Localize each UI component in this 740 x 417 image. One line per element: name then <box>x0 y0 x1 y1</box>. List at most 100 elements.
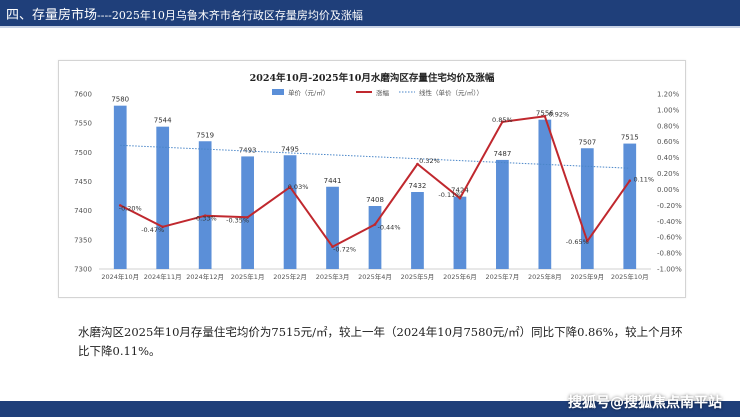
change-point <box>288 185 292 189</box>
bar <box>623 143 637 269</box>
bar-value-label: 7424 <box>451 187 469 195</box>
y-left-tick-label: 7300 <box>74 266 92 274</box>
footer-bar <box>0 401 740 417</box>
change-value-label: 0.92% <box>549 110 570 118</box>
bar-value-label: 7432 <box>409 182 427 190</box>
change-point <box>246 215 249 219</box>
page-title-subtitle: ----2025年10月乌鲁木齐市各行政区存量房均价及涨幅 <box>97 9 363 22</box>
bar-value-label: 7507 <box>578 138 596 146</box>
change-point <box>373 223 377 226</box>
header-divider <box>0 26 740 28</box>
change-point <box>331 245 334 249</box>
y-right-tick-label: 0.40% <box>657 154 680 162</box>
x-tick-label: 2025年5月 <box>401 272 435 281</box>
y-left-tick-label: 7600 <box>74 91 92 99</box>
change-point <box>416 162 419 166</box>
x-tick-label: 2025年2月 <box>273 272 307 281</box>
y-right-tick-label: 1.20% <box>657 91 680 99</box>
trend-line <box>120 144 630 169</box>
chart-frame: 2024年10月-2025年10月水磨沟区存量住宅均价及涨幅单价（元/㎡） 涨幅 线… <box>58 60 686 298</box>
y-left-tick-label: 7400 <box>74 207 92 215</box>
y-right-tick-label: -0.40% <box>657 218 682 226</box>
x-tick-label: 2025年10月 <box>611 272 649 281</box>
bar-value-label: 7519 <box>196 131 214 139</box>
bar <box>580 148 594 269</box>
bar-value-label: 7487 <box>493 150 511 158</box>
y-left-tick-label: 7450 <box>74 178 92 186</box>
change-value-label: -0.33% <box>194 215 217 223</box>
change-value-label: 0.11% <box>633 176 654 184</box>
y-left-tick-label: 7550 <box>74 120 92 128</box>
legend-bar-swatch <box>272 89 284 95</box>
y-right-tick-label: 0.20% <box>657 170 680 178</box>
x-tick-label: 2025年8月 <box>528 272 562 281</box>
change-value-label: -0.72% <box>333 246 356 254</box>
change-point <box>628 179 632 183</box>
x-tick-label: 2024年10月 <box>101 272 139 281</box>
y-right-tick-label: 0.60% <box>657 138 680 146</box>
x-tick-label: 2025年1月 <box>231 272 265 281</box>
x-tick-label: 2025年6月 <box>443 272 477 281</box>
bar <box>411 192 424 269</box>
y-right-tick-label: 0.00% <box>657 186 680 194</box>
change-value-label: 0.85% <box>492 116 513 124</box>
y-right-tick-label: -0.20% <box>657 202 682 210</box>
change-value-label: -0.44% <box>378 223 401 231</box>
bar <box>496 159 509 269</box>
y-right-tick-label: 0.80% <box>657 122 680 130</box>
change-point <box>203 214 207 218</box>
y-right-tick-label: -1.00% <box>657 266 682 274</box>
bar-value-label: 7580 <box>111 96 129 104</box>
bar-value-label: 7493 <box>239 146 257 154</box>
y-left-tick-label: 7350 <box>74 236 92 244</box>
legend-trend-label: 线性（单价（元/㎡）） <box>419 88 483 97</box>
y-right-tick-label: -0.60% <box>657 234 682 242</box>
bar-value-label: 7515 <box>621 134 639 142</box>
change-value-label: -0.65% <box>566 238 589 246</box>
header-bar: 四、存量房市场----2025年10月乌鲁木齐市各行政区存量房均价及涨幅 <box>0 0 740 26</box>
change-point <box>543 114 547 118</box>
change-point <box>501 120 504 124</box>
page-title-prefix: 四、存量房市场 <box>6 8 98 23</box>
bar <box>368 206 382 269</box>
watermark: 搜狐号@搜狐焦点南平站 <box>568 395 722 411</box>
change-point <box>458 196 462 200</box>
x-tick-label: 2025年3月 <box>316 272 350 281</box>
chart-title: 2024年10月-2025年10月水磨沟区存量住宅均价及涨幅 <box>250 72 495 84</box>
bar <box>198 141 212 269</box>
change-value-label: 0.32% <box>419 157 440 165</box>
change-value-label: 0.03% <box>288 183 309 191</box>
description-text: 水磨沟区2025年10月存量住宅均价为7515元/㎡，较上一年（2024年10月… <box>78 325 683 358</box>
x-tick-label: 2025年9月 <box>570 272 604 281</box>
legend-line-label: 涨幅 <box>376 88 390 97</box>
bar-value-label: 7441 <box>324 177 342 185</box>
change-point <box>586 239 589 243</box>
bar <box>453 196 467 269</box>
legend-bar-label: 单价（元/㎡） <box>288 88 329 97</box>
bar-value-label: 7495 <box>281 145 299 153</box>
page-title: 四、存量房市场----2025年10月乌鲁木齐市各行政区存量房均价及涨幅 <box>6 4 363 23</box>
change-value-label: -0.11% <box>438 191 461 199</box>
bar-value-label: 7408 <box>366 196 384 204</box>
bar-value-label: 7556 <box>536 110 554 118</box>
change-point <box>118 204 122 207</box>
bar <box>283 155 297 269</box>
bar <box>241 156 254 269</box>
x-tick-label: 2025年7月 <box>486 272 520 281</box>
y-right-tick-label: -0.80% <box>657 250 682 258</box>
y-left-tick-label: 7500 <box>74 149 92 157</box>
bar-value-label: 7544 <box>154 117 172 125</box>
change-point <box>161 225 164 229</box>
x-tick-label: 2024年12月 <box>186 272 224 281</box>
change-value-label: -0.35% <box>226 216 249 224</box>
bar <box>113 105 127 269</box>
y-right-tick-label: 1.00% <box>657 106 680 114</box>
bar <box>538 119 552 269</box>
bar <box>156 126 170 270</box>
x-tick-label: 2025年4月 <box>358 272 392 281</box>
bar <box>326 186 339 269</box>
x-tick-label: 2024年11月 <box>144 272 182 281</box>
change-value-label: -0.20% <box>119 204 142 212</box>
change-value-label: -0.47% <box>141 226 164 234</box>
